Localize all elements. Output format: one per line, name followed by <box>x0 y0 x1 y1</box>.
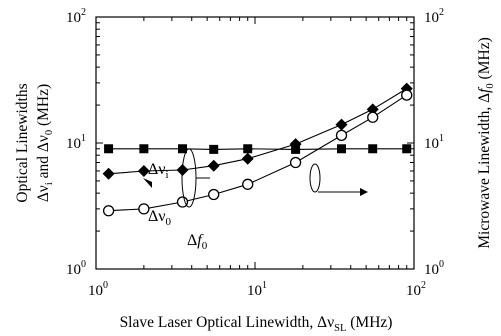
data-point <box>368 112 378 122</box>
data-point <box>368 144 377 153</box>
x-tick-label: 102 <box>406 280 426 299</box>
data-point <box>242 153 254 165</box>
y2-tick-label: 101 <box>424 133 444 152</box>
plot-frame <box>96 17 414 269</box>
y2-axis-title: Microwave Linewidth, Δf0 (MHz) <box>476 37 496 249</box>
y2-tick-label: 100 <box>424 259 444 278</box>
data-point <box>103 168 115 180</box>
data-point <box>178 197 188 207</box>
y-axis-label-line1: Optical Linewidths <box>14 83 31 202</box>
y-tick-label: 100 <box>66 259 86 278</box>
annotation-f-0: Δf0 <box>187 232 208 252</box>
series-0 <box>104 144 411 154</box>
data-point <box>243 144 252 153</box>
y-tick-label: 102 <box>66 7 86 26</box>
x-tick-label: 101 <box>247 280 267 299</box>
data-point <box>291 158 301 168</box>
annotation-nu-0: Δν0 <box>148 208 172 228</box>
x-tick-label: 100 <box>88 280 108 299</box>
y2-tick-label: 102 <box>424 7 444 26</box>
y2-axis-label: Microwave Linewidth, Δf0 (MHz) <box>476 37 496 249</box>
axis-tick-labels: 100 101 102 100 101 102 100 101 102 <box>66 7 444 299</box>
data-point <box>337 130 347 140</box>
y-tick-label: 101 <box>66 133 86 152</box>
right-axis-pointer-icon <box>310 164 368 196</box>
data-point <box>402 90 412 100</box>
x-axis-label: Slave Laser Optical Linewidth, ΔνSL (MHz… <box>120 314 393 334</box>
data-point <box>402 144 411 153</box>
data-point <box>209 145 218 154</box>
annotations: Δνi Δν0 Δf0 <box>143 149 368 252</box>
data-point <box>337 144 346 153</box>
data-point <box>243 179 253 189</box>
data-point <box>139 144 148 153</box>
data-point <box>104 206 114 216</box>
series-layer <box>103 83 413 216</box>
annotation-nu-i: Δνi <box>148 161 169 181</box>
series-line <box>109 149 407 150</box>
y-axis-label-line2: Δνi and Δν0 (MHz) <box>35 84 55 202</box>
y-axis-title: Optical Linewidths Δνi and Δν0 (MHz) <box>14 83 55 202</box>
series-2 <box>104 90 412 216</box>
data-point <box>208 160 220 172</box>
data-point <box>209 190 219 200</box>
data-point <box>336 119 348 131</box>
data-point <box>104 144 113 153</box>
x-axis-title: Slave Laser Optical Linewidth, ΔνSL (MHz… <box>120 314 393 334</box>
axis-ticks <box>96 17 414 269</box>
